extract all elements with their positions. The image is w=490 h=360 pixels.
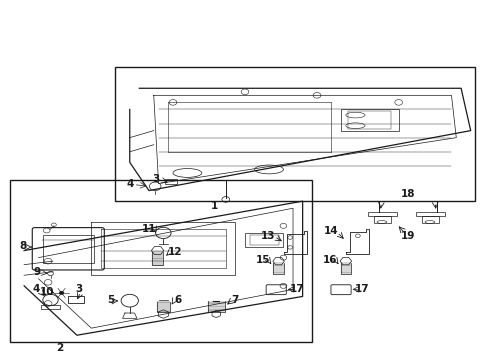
Bar: [422, 216, 439, 223]
Text: 18: 18: [401, 189, 416, 199]
Bar: [348, 111, 392, 129]
Text: 5: 5: [107, 295, 114, 305]
Text: 2: 2: [56, 343, 64, 352]
Text: 4: 4: [32, 284, 40, 294]
Bar: [250, 235, 279, 245]
Text: 10: 10: [40, 287, 54, 297]
Text: 12: 12: [168, 247, 183, 257]
Bar: [115, 67, 475, 201]
Bar: [41, 305, 60, 309]
Bar: [341, 109, 399, 131]
Circle shape: [59, 291, 64, 294]
Bar: [43, 235, 94, 263]
Text: 17: 17: [290, 284, 304, 294]
Text: 3: 3: [76, 284, 83, 294]
Bar: [368, 212, 397, 216]
Text: 14: 14: [324, 226, 339, 236]
Text: 19: 19: [401, 231, 416, 242]
Bar: [10, 180, 312, 342]
Bar: [68, 296, 84, 303]
Text: 1: 1: [211, 201, 219, 211]
Bar: [245, 233, 283, 247]
Bar: [165, 179, 177, 184]
Text: 13: 13: [261, 231, 276, 241]
Text: 4: 4: [126, 179, 133, 189]
Text: 11: 11: [142, 224, 156, 234]
Bar: [374, 216, 391, 223]
Text: 16: 16: [323, 256, 338, 265]
Bar: [416, 212, 445, 216]
Text: 9: 9: [34, 267, 41, 278]
Text: 6: 6: [174, 295, 181, 305]
Text: 15: 15: [256, 256, 270, 265]
Text: 8: 8: [20, 241, 27, 251]
Text: 7: 7: [232, 295, 239, 305]
Text: 17: 17: [354, 284, 369, 294]
Text: 3: 3: [152, 174, 160, 184]
